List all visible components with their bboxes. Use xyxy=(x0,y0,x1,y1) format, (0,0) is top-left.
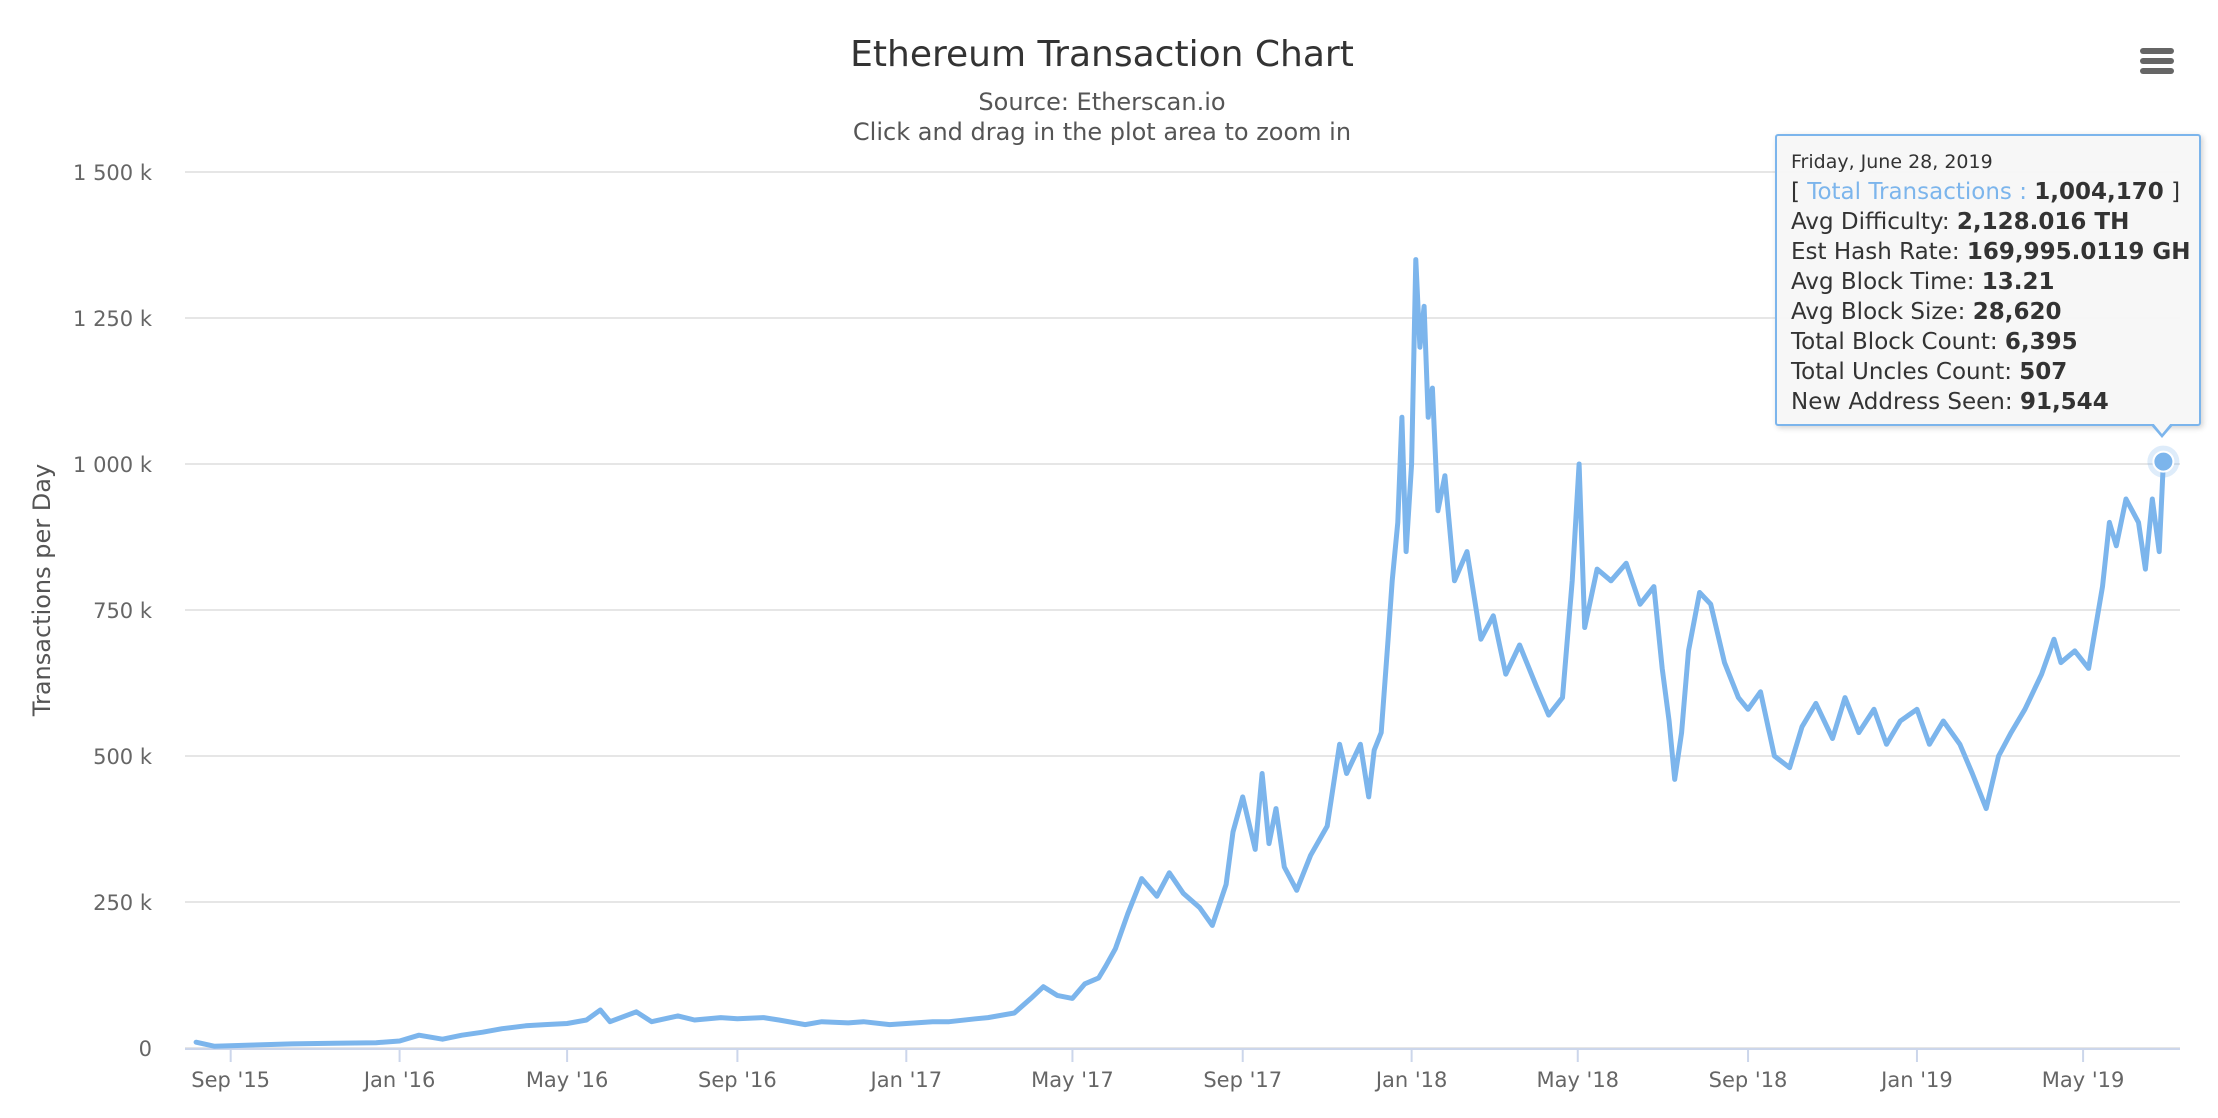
tooltip-series-row: [ Total Transactions : 1,004,170 ] xyxy=(1791,179,2181,205)
x-tick-label: Jan '16 xyxy=(362,1068,436,1092)
hamburger-menu-icon[interactable] xyxy=(2138,44,2178,78)
tooltip-row-label: Avg Difficulty: xyxy=(1791,209,1950,235)
tooltip-row-label: Est Hash Rate: xyxy=(1791,239,1960,265)
tooltip-row: New Address Seen: 91,544 xyxy=(1791,387,2185,417)
tooltip-series-name: Total Transactions : xyxy=(1807,179,2027,205)
tooltip-row-value: 6,395 xyxy=(2004,329,2078,355)
y-tick-label: 250 k xyxy=(93,891,153,915)
x-tick-label: May '16 xyxy=(526,1068,609,1092)
x-tick-label: Sep '18 xyxy=(1709,1068,1788,1092)
y-tick-label: 1 500 k xyxy=(73,161,153,185)
y-tick-label: 1 250 k xyxy=(73,307,153,331)
tooltip-row: Total Uncles Count: 507 xyxy=(1791,357,2185,387)
x-tick-label: Jan '17 xyxy=(869,1068,943,1092)
x-tick-label: Sep '16 xyxy=(698,1068,777,1092)
tooltip-row-label: Total Uncles Count: xyxy=(1791,359,2012,385)
tooltip-row: Est Hash Rate: 169,995.0119 GH xyxy=(1791,237,2191,267)
x-tick-label: Jan '19 xyxy=(1879,1068,1953,1092)
transactions-series-line[interactable] xyxy=(193,257,2166,1049)
x-tick-label: Sep '15 xyxy=(191,1068,270,1092)
tooltip-series-value: 1,004,170 xyxy=(2034,179,2164,205)
tooltip-row: Total Block Count: 6,395 xyxy=(1791,327,2185,357)
tooltip-row-label: Avg Block Time: xyxy=(1791,269,1975,295)
y-tick-label: 750 k xyxy=(93,599,153,623)
menu-bar xyxy=(2140,58,2174,64)
x-axis-ticks: Sep '15 Jan '16 May '16 Sep '16 Jan '17 May '… xyxy=(185,1048,2180,1092)
tooltip-date: Friday, June 28, 2019 xyxy=(1791,151,1993,173)
menu-bar xyxy=(2140,68,2174,74)
zoom-instruction: Click and drag in the plot area to zoom … xyxy=(853,118,1351,146)
x-tick-label: May '18 xyxy=(1536,1068,1619,1092)
tooltip-row-value: 507 xyxy=(2019,359,2068,385)
highlight-marker-group xyxy=(2147,445,2180,478)
chart-subtitle: Source: Etherscan.io xyxy=(978,88,1225,116)
tooltip-row-value: 169,995.0119 GH xyxy=(1966,239,2191,265)
tooltip-row-label: Total Block Count: xyxy=(1791,329,1998,355)
y-tick-label: 500 k xyxy=(93,745,153,769)
y-axis-ticks: 0 250 k 500 k 750 k 1 000 k 1 250 k 1 500 k xyxy=(73,161,153,1061)
y-axis-title: Transactions per Day xyxy=(28,464,56,717)
menu-bar xyxy=(2140,48,2174,54)
tooltip-row-value: 28,620 xyxy=(1972,299,2062,325)
x-tick-label: Sep '17 xyxy=(1203,1068,1282,1092)
tooltip-row-label: Avg Block Size: xyxy=(1791,299,1966,325)
x-tick-label: May '17 xyxy=(1031,1068,1114,1092)
highlight-marker xyxy=(2152,450,2175,473)
tooltip: Friday, June 28, 2019 [ Total Transactio… xyxy=(1775,134,2201,426)
x-tick-label: May '19 xyxy=(2042,1068,2125,1092)
tooltip-row: Avg Difficulty: 2,128.016 TH xyxy=(1791,207,2185,237)
tooltip-pointer-inner xyxy=(2153,423,2171,434)
tooltip-row: Avg Block Time: 13.21 xyxy=(1791,267,2185,297)
tooltip-row-value: 13.21 xyxy=(1981,269,2055,295)
x-tick-label: Jan '18 xyxy=(1374,1068,1448,1092)
y-tick-label: 1 000 k xyxy=(73,453,153,477)
plot-area[interactable] xyxy=(193,257,2166,1049)
y-tick-label: 0 xyxy=(139,1037,152,1061)
tooltip-row: Avg Block Size: 28,620 xyxy=(1791,297,2185,327)
chart-title: Ethereum Transaction Chart xyxy=(850,34,1354,75)
tooltip-row-value: 91,544 xyxy=(2019,389,2109,415)
tooltip-row-value: 2,128.016 TH xyxy=(1956,209,2130,235)
tooltip-row-label: New Address Seen: xyxy=(1791,389,2013,415)
